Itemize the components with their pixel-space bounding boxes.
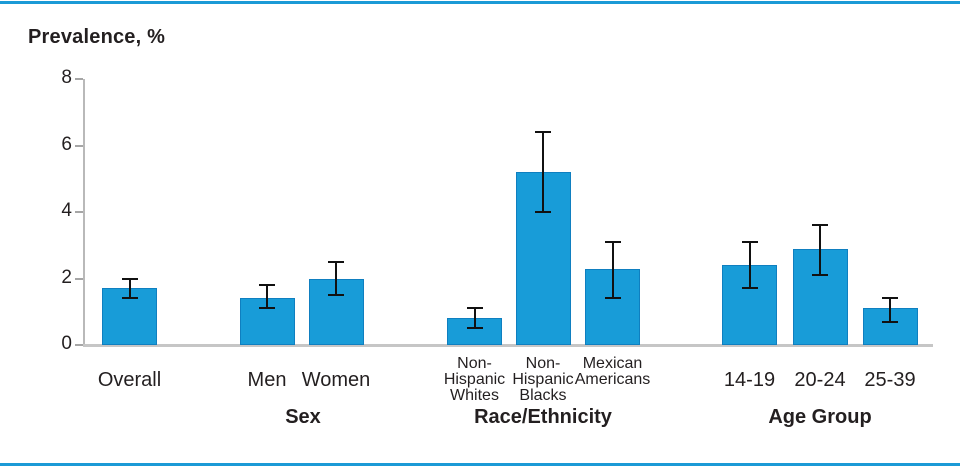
error-bar-whisker-25-39 (889, 298, 891, 322)
error-bar-cap-low-men (259, 307, 275, 310)
error-bar-cap-low-25-39 (882, 320, 898, 323)
category-label-25-39: 25-39 (864, 370, 915, 391)
y-tick-label: 6 (61, 133, 72, 155)
y-tick-mark (75, 144, 83, 147)
category-label-mexican-americans: Mexican Americans (575, 356, 651, 388)
chart-title: Prevalence, % (28, 26, 166, 48)
category-label-line: 25-39 (864, 369, 916, 391)
y-tick-label: 0 (61, 333, 72, 354)
error-bar-cap-high-women (328, 260, 344, 263)
error-bar-whisker-14-19 (748, 241, 751, 289)
category-label-non-hispanic-blacks: Non- Hispanic Blacks (512, 356, 573, 404)
error-bar-cap-low-mexican-americans (604, 297, 621, 300)
y-tick-mark (75, 277, 83, 280)
category-label-men: Men (248, 370, 287, 391)
error-bar-cap-low-women (328, 294, 344, 297)
category-label-line: Hispanic (443, 371, 506, 388)
error-bar-cap-low-20-24 (812, 274, 828, 277)
error-bar-whisker-men (266, 285, 268, 309)
y-tick-mark (75, 211, 83, 213)
category-label-line: Non- (457, 355, 492, 372)
category-label-line: Blacks (519, 387, 567, 404)
error-bar-whisker-20-24 (819, 225, 821, 276)
error-bar-cap-high-overall (121, 277, 138, 280)
category-label-line: Whites (450, 387, 499, 404)
category-label-non-hispanic-whites: Non- Hispanic Whites (444, 356, 505, 404)
category-label-women: Women (302, 370, 371, 391)
group-label-sex: Sex (285, 406, 321, 428)
error-bar-cap-low-non-hispanic-blacks (535, 211, 551, 213)
error-bar-whisker-non-hispanic-blacks (542, 132, 544, 212)
category-label-line: Men (247, 369, 287, 391)
category-label-line: 14-19 (723, 369, 776, 391)
error-bar-whisker-women (335, 261, 337, 296)
error-bar-whisker-non-hispanic-whites (473, 308, 476, 329)
category-label-line: Americans (574, 371, 651, 388)
category-label-20-24: 20-24 (794, 370, 845, 391)
error-bar-cap-high-14-19 (741, 240, 758, 243)
error-bar-whisker-mexican-americans (611, 241, 614, 299)
y-tick-label: 2 (61, 266, 72, 288)
x-axis-line (83, 344, 933, 347)
y-tick-mark (75, 78, 83, 80)
error-bar-cap-high-men (259, 284, 275, 287)
y-tick-label: 8 (61, 67, 72, 88)
error-bar-cap-low-14-19 (741, 287, 758, 290)
error-bar-cap-high-mexican-americans (604, 240, 621, 243)
error-bar-cap-high-non-hispanic-blacks (535, 131, 551, 134)
bottom-accent-rule (0, 463, 960, 466)
category-label-line: Overall (97, 369, 162, 391)
top-accent-rule (0, 1, 960, 4)
error-bar-cap-high-non-hispanic-whites (466, 307, 483, 310)
error-bar-whisker-overall (128, 278, 131, 299)
category-label-overall: Overall (98, 370, 161, 391)
category-label-line: Mexican (582, 355, 643, 372)
y-tick-mark (75, 344, 83, 346)
error-bar-cap-low-non-hispanic-whites (466, 327, 483, 330)
category-label-line: Hispanic (512, 371, 574, 388)
category-label-line: Non- (525, 355, 561, 372)
error-bar-cap-high-20-24 (812, 224, 828, 227)
group-label-age-group: Age Group (768, 406, 872, 428)
error-bar-cap-low-overall (121, 297, 138, 300)
category-label-14-19: 14-19 (724, 370, 775, 391)
category-label-line: 20-24 (794, 369, 846, 391)
error-bar-cap-high-25-39 (882, 297, 898, 300)
category-label-line: Women (301, 369, 371, 391)
y-tick-label: 4 (61, 200, 72, 221)
y-axis-line (83, 79, 85, 347)
group-label-race-ethnicity: Race/Ethnicity (474, 406, 612, 428)
